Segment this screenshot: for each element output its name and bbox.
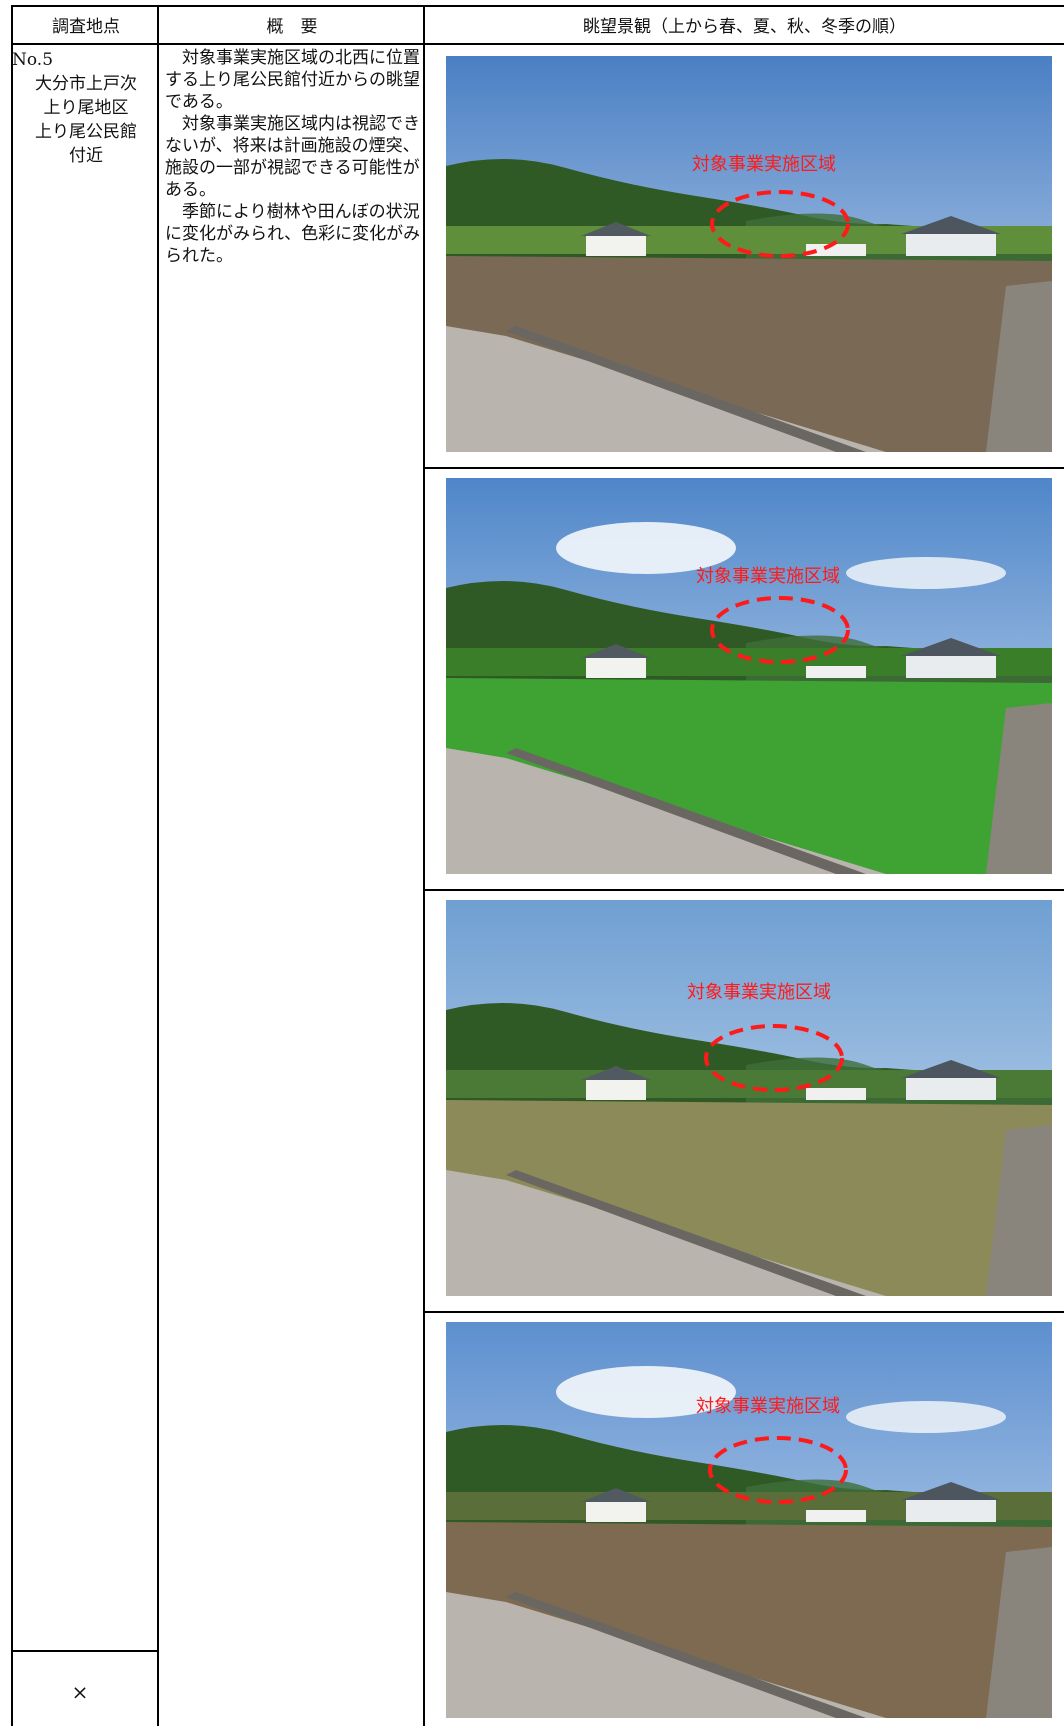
house bbox=[586, 656, 646, 678]
curb bbox=[506, 1170, 866, 1296]
summary-paragraph-3: 季節により樹林や田んぼの状況に変化がみられ、色彩に変化がみられた。 bbox=[165, 202, 421, 266]
wall bbox=[986, 703, 1052, 874]
summary-paragraph-2: 対象事業実施区域内は視認できないが、将来は計画施設の煙突、施設の一部が視認できる… bbox=[165, 114, 420, 200]
summary-paragraph-1: 対象事業実施区域の北西に位置する上り尾公民館付近からの眺望である。 bbox=[165, 48, 420, 112]
photo-spring bbox=[446, 56, 1052, 452]
roof bbox=[901, 638, 1001, 656]
target-area-ellipse bbox=[710, 190, 850, 258]
cloud bbox=[556, 1366, 736, 1418]
survey-location: No.5 大分市上戸次 上り尾地区 上り尾公民館 付近 bbox=[12, 48, 160, 168]
house bbox=[906, 1498, 996, 1522]
header-view: 眺望景観（上から春、夏、秋、冬季の順） bbox=[425, 6, 1064, 42]
header-summary: 概 要 bbox=[159, 6, 425, 42]
location-line-3: 上り尾公民館 bbox=[35, 122, 137, 142]
house bbox=[806, 1088, 866, 1100]
target-area-ellipse bbox=[704, 1024, 844, 1092]
header-location: 調査地点 bbox=[13, 6, 159, 42]
roof bbox=[581, 222, 651, 236]
photo-label-winter: 対象事業実施区域 bbox=[696, 1396, 840, 1417]
curb bbox=[506, 1592, 866, 1718]
cloud bbox=[846, 557, 1006, 589]
location-line-4: 付近 bbox=[69, 146, 103, 166]
target-area-ellipse bbox=[708, 1436, 848, 1504]
roof bbox=[901, 216, 1001, 234]
location-line-1: 大分市上戸次 bbox=[35, 74, 137, 94]
roof bbox=[581, 1488, 651, 1502]
photo-summer bbox=[446, 478, 1052, 874]
cloud bbox=[556, 522, 736, 574]
survey-table bbox=[11, 5, 1064, 1726]
house bbox=[586, 234, 646, 256]
house bbox=[906, 232, 996, 256]
photo-label-summer: 対象事業実施区域 bbox=[696, 566, 840, 587]
roof bbox=[901, 1060, 1001, 1078]
photo-label-spring: 対象事業実施区域 bbox=[692, 154, 836, 175]
location-line-2: 上り尾地区 bbox=[43, 98, 129, 118]
summary-text: 対象事業実施区域の北西に位置する上り尾公民館付近からの眺望である。 対象事業実施… bbox=[165, 47, 421, 267]
target-area-ellipse bbox=[710, 596, 850, 664]
header-location-text: 調査地点 bbox=[52, 16, 120, 37]
curb bbox=[506, 326, 866, 452]
cloud bbox=[846, 1401, 1006, 1433]
house bbox=[806, 666, 866, 678]
curb bbox=[506, 748, 866, 874]
location-number: No.5 bbox=[12, 50, 54, 70]
house bbox=[586, 1500, 646, 1522]
header-summary-text: 概 要 bbox=[266, 16, 318, 37]
wall bbox=[986, 281, 1052, 452]
roof bbox=[581, 1066, 651, 1080]
roof bbox=[901, 1482, 1001, 1500]
house bbox=[806, 244, 866, 256]
wall bbox=[986, 1547, 1052, 1718]
house bbox=[906, 1076, 996, 1100]
photo-winter bbox=[446, 1322, 1052, 1718]
wall bbox=[986, 1125, 1052, 1296]
footer-mark: × bbox=[71, 1680, 89, 1704]
house bbox=[586, 1078, 646, 1100]
roof bbox=[581, 644, 651, 658]
photo-label-autumn: 対象事業実施区域 bbox=[687, 982, 831, 1003]
house bbox=[906, 654, 996, 678]
header-view-text: 眺望景観（上から春、夏、秋、冬季の順） bbox=[583, 16, 906, 37]
photo-autumn bbox=[446, 900, 1052, 1296]
house bbox=[806, 1510, 866, 1522]
